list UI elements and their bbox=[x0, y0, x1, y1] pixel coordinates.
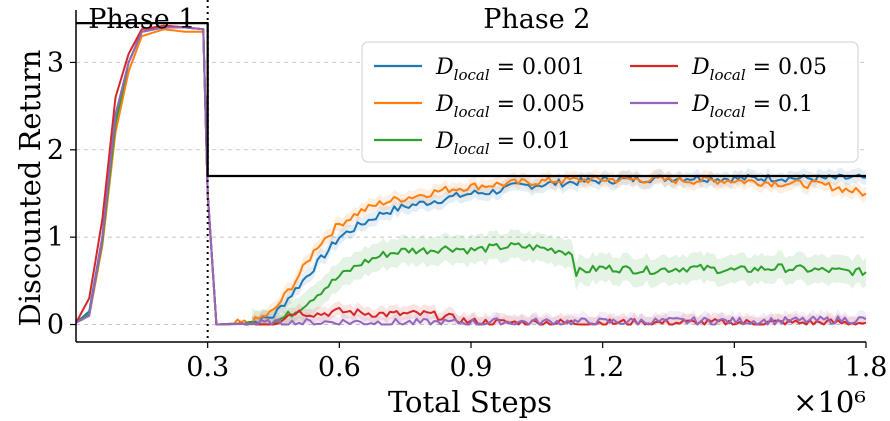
legend-label-5: optimal bbox=[692, 129, 776, 154]
y-tick-label-1: 1 bbox=[47, 222, 64, 253]
band-series-2 bbox=[252, 229, 867, 325]
legend-label-3: Dlocal = 0.05 bbox=[691, 55, 827, 84]
y-tick-label-2: 2 bbox=[47, 135, 64, 166]
x-tick-label-4: 1.5 bbox=[713, 352, 756, 383]
y-axis-label: Discounted Return bbox=[13, 50, 47, 327]
confidence-bands bbox=[251, 167, 867, 325]
y-tick-label-3: 3 bbox=[47, 47, 64, 78]
legend-label-1: Dlocal = 0.005 bbox=[435, 92, 585, 121]
series-line-4 bbox=[75, 26, 867, 326]
x-tick-label-5: 1.8 bbox=[845, 352, 888, 383]
x-axis-label: Total Steps bbox=[388, 385, 552, 419]
phase-1-label: Phase 1 bbox=[88, 4, 195, 35]
legend-label-4: Dlocal = 0.1 bbox=[691, 92, 813, 121]
x-axis-multiplier: ×10⁶ bbox=[793, 385, 866, 419]
phase-annotations: Phase 1 Phase 2 bbox=[88, 0, 590, 342]
band-series-3 bbox=[252, 300, 867, 325]
series-lines bbox=[75, 22, 867, 326]
legend: Dlocal = 0.001 Dlocal = 0.005 Dlocal = 0.0… bbox=[361, 41, 859, 163]
ticks: 0.3 0.6 0.9 1.2 1.5 1.8 0 1 2 3 bbox=[47, 47, 888, 383]
y-tick-label-0: 0 bbox=[47, 310, 64, 341]
x-tick-label-0: 0.3 bbox=[186, 352, 229, 383]
legend-frame bbox=[361, 41, 859, 163]
phase-2-label: Phase 2 bbox=[483, 4, 590, 35]
band-series-1 bbox=[251, 169, 867, 325]
legend-label-2: Dlocal = 0.01 bbox=[435, 129, 571, 158]
x-tick-label-1: 0.6 bbox=[318, 352, 361, 383]
legend-label-0: Dlocal = 0.001 bbox=[435, 55, 585, 84]
series-line-5 bbox=[76, 22, 866, 178]
x-tick-label-3: 1.2 bbox=[581, 352, 624, 383]
x-tick-label-2: 0.9 bbox=[450, 352, 493, 383]
